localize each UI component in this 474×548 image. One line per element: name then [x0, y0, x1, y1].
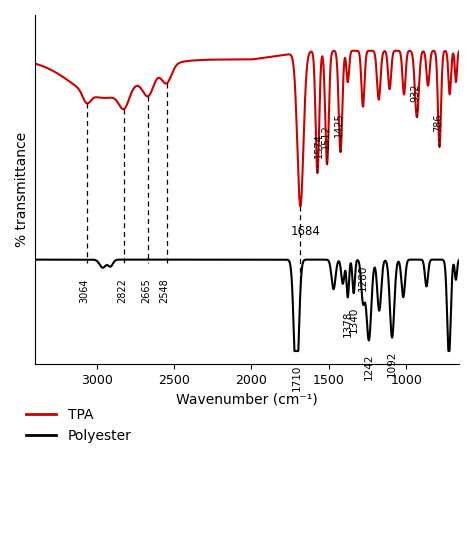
- Legend: TPA, Polyester: TPA, Polyester: [20, 402, 137, 448]
- Text: 1340: 1340: [349, 307, 359, 333]
- Text: 1710: 1710: [292, 364, 301, 391]
- Text: 1425: 1425: [334, 112, 344, 137]
- Text: 1378: 1378: [343, 311, 353, 338]
- Text: 2665: 2665: [142, 278, 152, 303]
- Text: 1684: 1684: [291, 225, 321, 238]
- Text: 1280: 1280: [358, 264, 368, 290]
- Text: 1512: 1512: [320, 124, 330, 149]
- Text: 2822: 2822: [117, 278, 127, 303]
- X-axis label: Wavenumber (cm⁻¹): Wavenumber (cm⁻¹): [176, 393, 318, 407]
- Y-axis label: % transmittance: % transmittance: [15, 132, 29, 247]
- Text: 1092: 1092: [387, 351, 397, 378]
- Text: 786: 786: [433, 113, 443, 132]
- Text: 1242: 1242: [364, 354, 374, 380]
- Text: 3064: 3064: [80, 278, 90, 302]
- Text: 932: 932: [410, 83, 420, 102]
- Text: 2548: 2548: [160, 278, 170, 303]
- Text: 1574: 1574: [314, 133, 324, 158]
